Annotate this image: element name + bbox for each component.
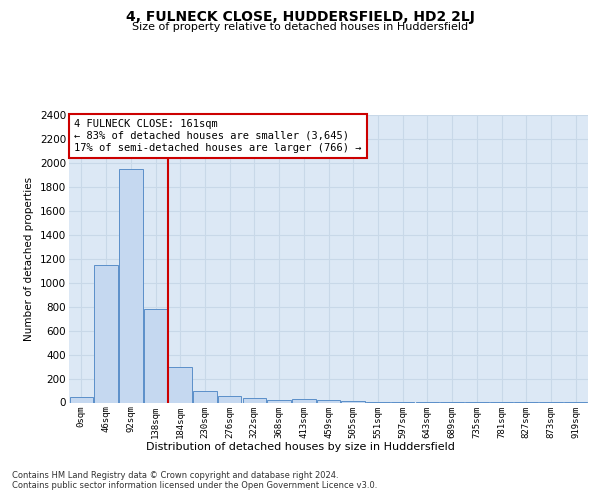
Bar (317, 400, 340, 402)
Bar (268, 400, 291, 402)
Text: 4, FULNECK CLOSE, HUDDERSFIELD, HD2 2LJ: 4, FULNECK CLOSE, HUDDERSFIELD, HD2 2LJ (125, 10, 475, 24)
Text: 4 FULNECK CLOSE: 161sqm
← 83% of detached houses are smaller (3,645)
17% of semi: 4 FULNECK CLOSE: 161sqm ← 83% of detache… (74, 120, 362, 152)
Text: Contains public sector information licensed under the Open Government Licence v3: Contains public sector information licen… (12, 481, 377, 490)
Text: Size of property relative to detached houses in Huddersfield: Size of property relative to detached ho… (132, 22, 468, 32)
Bar (242, 398, 266, 402)
Bar (119, 169, 143, 402)
Text: Distribution of detached houses by size in Huddersfield: Distribution of detached houses by size … (146, 442, 454, 452)
Text: Contains HM Land Registry data © Crown copyright and database right 2024.: Contains HM Land Registry data © Crown c… (12, 471, 338, 480)
Bar (193, 390, 217, 402)
Bar (218, 396, 241, 402)
Bar (70, 396, 93, 402)
Bar (292, 399, 316, 402)
Bar (169, 366, 192, 402)
Bar (94, 264, 118, 402)
Y-axis label: Number of detached properties: Number of detached properties (25, 176, 34, 341)
Bar (144, 309, 167, 402)
